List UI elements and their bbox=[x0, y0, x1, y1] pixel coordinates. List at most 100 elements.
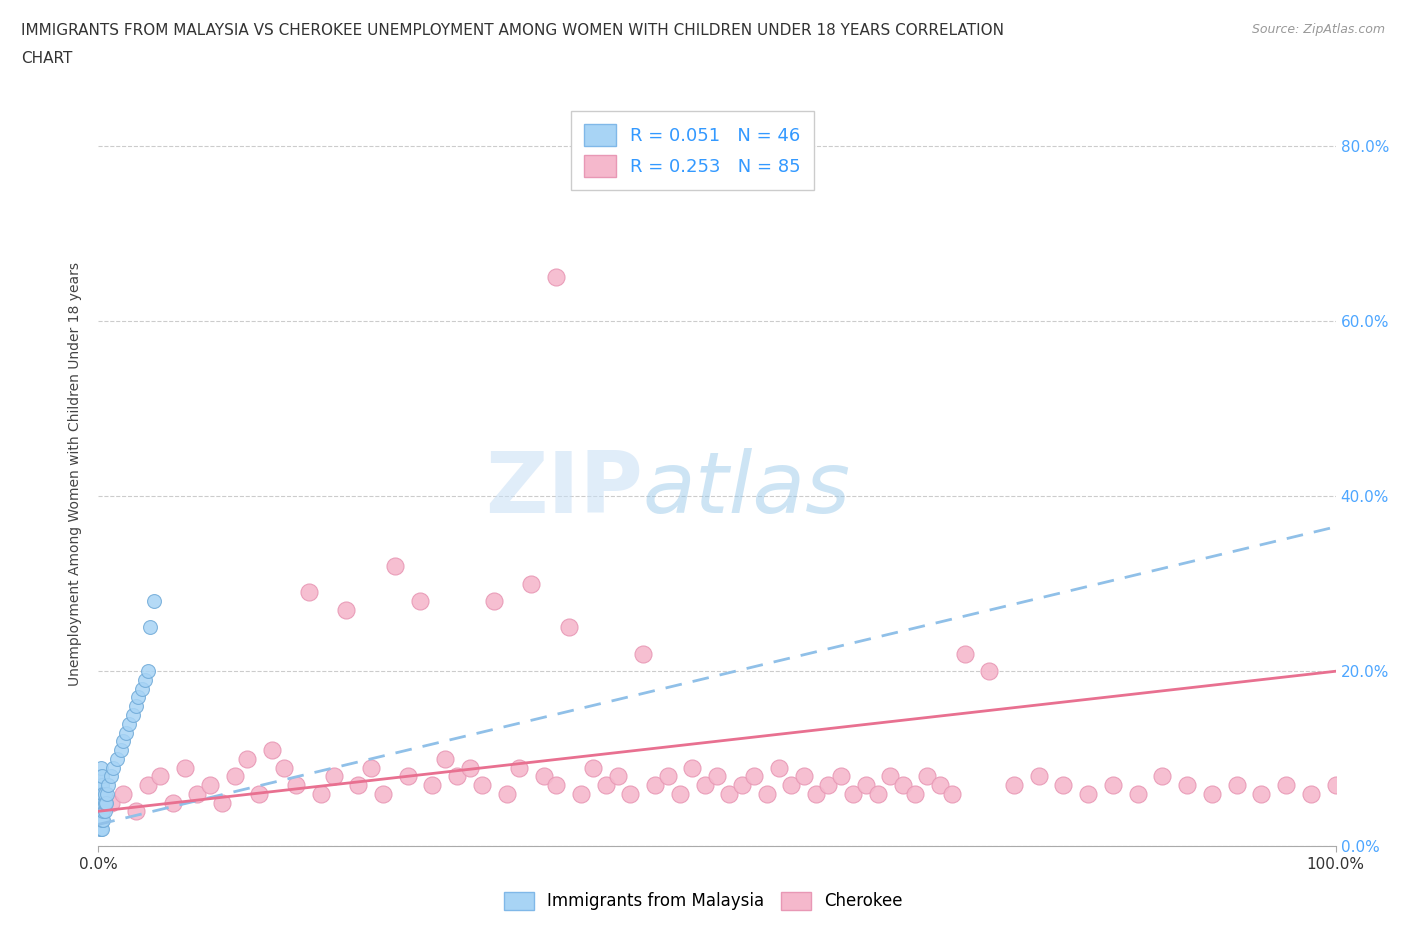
Point bbox=[103, 760, 125, 775]
Point bbox=[780, 777, 803, 792]
Point bbox=[1077, 787, 1099, 802]
Point bbox=[89, 777, 111, 792]
Point bbox=[322, 769, 344, 784]
Point bbox=[879, 769, 901, 784]
Point bbox=[224, 769, 246, 784]
Point bbox=[174, 760, 197, 775]
Point bbox=[508, 760, 530, 775]
Point bbox=[484, 593, 506, 608]
Point bbox=[93, 804, 115, 818]
Point bbox=[298, 585, 321, 600]
Point bbox=[681, 760, 703, 775]
Point bbox=[928, 777, 950, 792]
Point bbox=[607, 769, 630, 784]
Point bbox=[917, 769, 939, 784]
Point bbox=[891, 777, 914, 792]
Point bbox=[91, 804, 114, 818]
Point bbox=[360, 760, 382, 775]
Point bbox=[371, 787, 394, 802]
Point bbox=[91, 821, 114, 836]
Point bbox=[143, 593, 166, 608]
Point bbox=[1324, 777, 1347, 792]
Point bbox=[495, 787, 517, 802]
Point bbox=[520, 577, 543, 591]
Point bbox=[557, 620, 579, 635]
Point bbox=[260, 742, 283, 757]
Legend: R = 0.051   N = 46, R = 0.253   N = 85: R = 0.051 N = 46, R = 0.253 N = 85 bbox=[571, 112, 814, 190]
Point bbox=[669, 787, 692, 802]
Point bbox=[273, 760, 295, 775]
Point bbox=[100, 795, 122, 810]
Point bbox=[112, 734, 135, 749]
Point bbox=[93, 804, 115, 818]
Point bbox=[94, 795, 117, 810]
Point bbox=[546, 777, 568, 792]
Point bbox=[90, 777, 112, 792]
Point bbox=[433, 751, 456, 766]
Point bbox=[91, 813, 114, 828]
Text: atlas: atlas bbox=[643, 447, 851, 531]
Point bbox=[533, 769, 555, 784]
Point bbox=[1226, 777, 1249, 792]
Point bbox=[904, 787, 927, 802]
Point bbox=[93, 795, 115, 810]
Point bbox=[706, 769, 728, 784]
Point bbox=[93, 787, 115, 802]
Point bbox=[186, 787, 208, 802]
Point bbox=[396, 769, 419, 784]
Point bbox=[90, 787, 112, 802]
Point bbox=[139, 620, 162, 635]
Point bbox=[236, 751, 259, 766]
Point bbox=[136, 664, 159, 679]
Point bbox=[582, 760, 605, 775]
Point bbox=[693, 777, 716, 792]
Point bbox=[804, 787, 827, 802]
Point bbox=[1002, 777, 1025, 792]
Point bbox=[657, 769, 679, 784]
Point bbox=[89, 787, 111, 802]
Point bbox=[644, 777, 666, 792]
Point bbox=[731, 777, 754, 792]
Point bbox=[1299, 787, 1322, 802]
Text: CHART: CHART bbox=[21, 51, 73, 66]
Point bbox=[96, 787, 118, 802]
Point bbox=[595, 777, 617, 792]
Point bbox=[285, 777, 308, 792]
Point bbox=[1152, 769, 1174, 784]
Point bbox=[149, 769, 172, 784]
Point bbox=[953, 646, 976, 661]
Point bbox=[1175, 777, 1198, 792]
Point bbox=[105, 751, 128, 766]
Point bbox=[842, 787, 865, 802]
Point bbox=[1126, 787, 1149, 802]
Point bbox=[631, 646, 654, 661]
Point bbox=[569, 787, 592, 802]
Point bbox=[122, 708, 145, 723]
Point bbox=[91, 769, 114, 784]
Point bbox=[127, 690, 149, 705]
Point bbox=[335, 603, 357, 618]
Point bbox=[93, 787, 115, 802]
Point bbox=[619, 787, 641, 802]
Point bbox=[1102, 777, 1125, 792]
Point bbox=[1275, 777, 1298, 792]
Point bbox=[247, 787, 270, 802]
Point bbox=[90, 821, 112, 836]
Point bbox=[124, 804, 146, 818]
Point bbox=[90, 804, 112, 818]
Point bbox=[1201, 787, 1223, 802]
Legend: Immigrants from Malaysia, Cherokee: Immigrants from Malaysia, Cherokee bbox=[496, 885, 910, 917]
Y-axis label: Unemployment Among Women with Children Under 18 years: Unemployment Among Women with Children U… bbox=[69, 262, 83, 686]
Point bbox=[830, 769, 852, 784]
Point bbox=[97, 777, 120, 792]
Text: IMMIGRANTS FROM MALAYSIA VS CHEROKEE UNEMPLOYMENT AMONG WOMEN WITH CHILDREN UNDE: IMMIGRANTS FROM MALAYSIA VS CHEROKEE UNE… bbox=[21, 23, 1004, 38]
Point bbox=[347, 777, 370, 792]
Point bbox=[471, 777, 494, 792]
Point bbox=[755, 787, 778, 802]
Point bbox=[1028, 769, 1050, 784]
Point bbox=[136, 777, 159, 792]
Point bbox=[458, 760, 481, 775]
Point bbox=[110, 742, 132, 757]
Point bbox=[309, 787, 332, 802]
Point bbox=[90, 795, 112, 810]
